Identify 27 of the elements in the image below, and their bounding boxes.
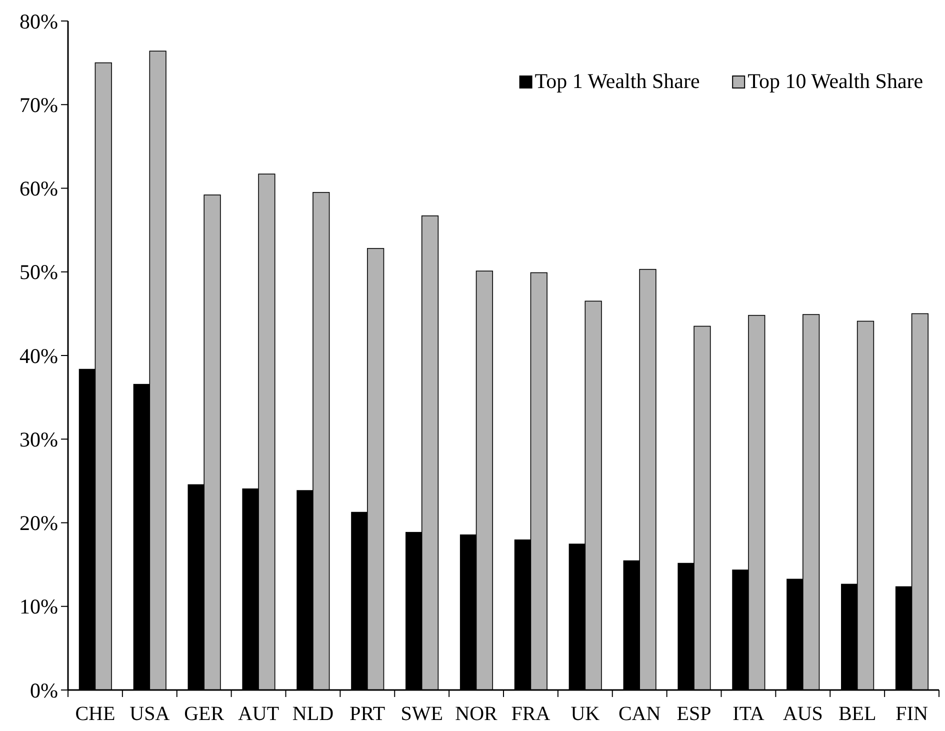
x-tick-label: AUT — [238, 703, 280, 725]
y-tick-label: 10% — [20, 594, 58, 619]
x-tick-label: CAN — [618, 703, 661, 725]
y-tick-label: 0% — [30, 678, 58, 702]
x-tick-label: ITA — [732, 703, 765, 725]
y-tick-label: 30% — [20, 427, 58, 452]
y-tick-label: 80% — [20, 9, 58, 34]
x-tick-label: NOR — [455, 703, 498, 725]
x-tick-label: PRT — [350, 703, 386, 725]
x-tick-label: FIN — [896, 703, 928, 725]
y-tick-label: 20% — [20, 511, 58, 536]
x-tick-label: NLD — [292, 703, 334, 725]
x-tick-label: CHE — [75, 703, 116, 725]
x-tick-label: AUS — [782, 703, 823, 725]
y-tick-label: 50% — [20, 260, 58, 284]
x-tick-label: UK — [570, 703, 600, 725]
x-tick-label: ESP — [676, 703, 712, 725]
x-tick-label: FRA — [511, 703, 551, 725]
legend-label: Top 1 Wealth Share — [534, 69, 700, 93]
x-tick-label: GER — [184, 703, 225, 725]
y-tick-label: 60% — [20, 176, 58, 201]
x-tick-label: USA — [130, 703, 170, 725]
y-tick-label: 70% — [20, 92, 58, 117]
legend-label: Top 10 Wealth Share — [748, 69, 924, 93]
y-tick-label: 40% — [20, 344, 58, 368]
x-tick-label: BEL — [838, 703, 876, 725]
x-tick-label: SWE — [400, 703, 443, 725]
